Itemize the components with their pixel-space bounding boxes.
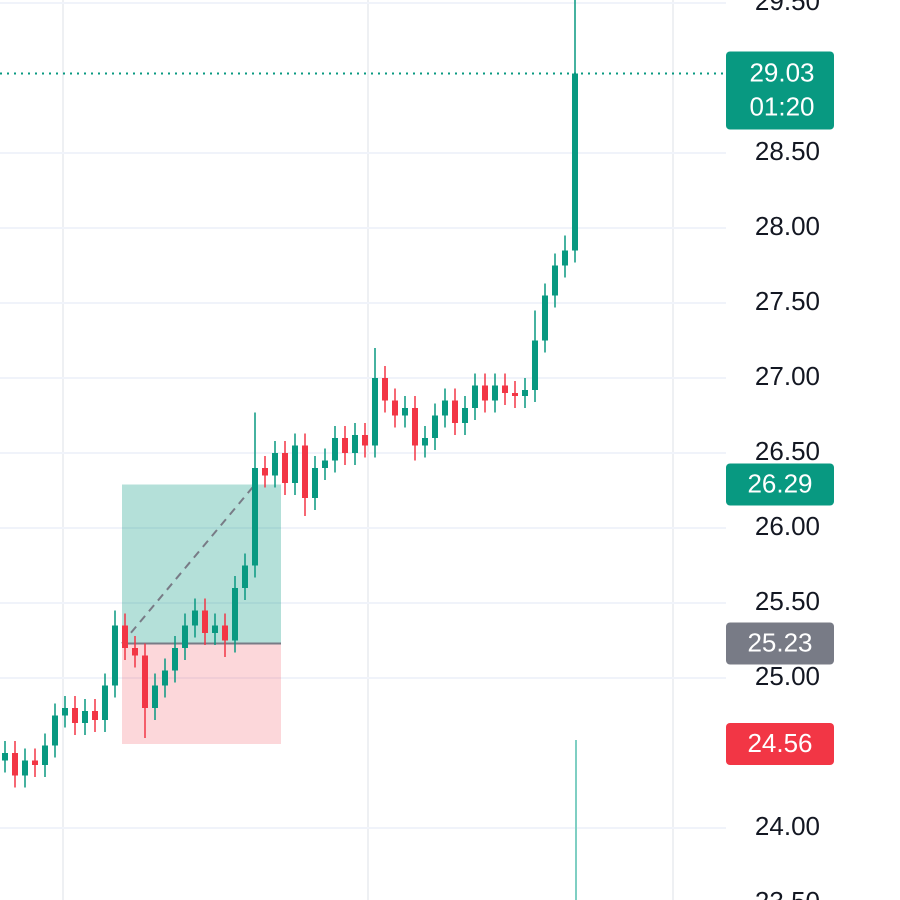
candle-body <box>2 753 8 761</box>
price-labels: 29.03 01:20 26.29 25.23 24.56 <box>726 51 834 765</box>
candle-body <box>222 625 228 641</box>
candle-body <box>552 265 558 296</box>
y-tick-label: 24.00 <box>755 811 820 841</box>
candle-body <box>252 468 258 566</box>
y-tick-label: 28.00 <box>755 211 820 241</box>
last-price-box <box>726 51 834 130</box>
countdown-label: 01:20 <box>749 91 814 121</box>
candle-body <box>382 378 388 401</box>
candle-body <box>62 708 68 716</box>
target-box <box>726 463 834 506</box>
candle-body <box>142 655 148 708</box>
candle-body <box>132 648 138 656</box>
candle-body <box>502 385 508 393</box>
entry-box <box>726 622 834 665</box>
y-tick-label: 25.00 <box>755 661 820 691</box>
candle-body <box>272 453 278 476</box>
candle-body <box>572 73 578 251</box>
candle-body <box>102 685 108 720</box>
candle-body <box>22 760 28 776</box>
stop-label: 24.56 <box>747 728 812 758</box>
candle-body <box>192 610 198 626</box>
candle-body <box>402 408 408 416</box>
candle-body <box>302 445 308 498</box>
candle-body <box>352 435 358 453</box>
candle-body <box>92 711 98 720</box>
candle-body <box>542 295 548 341</box>
candle-body <box>412 408 418 446</box>
candle-body <box>522 390 528 396</box>
candle-body <box>472 385 478 408</box>
candle-body <box>72 708 78 723</box>
candle-body <box>452 400 458 423</box>
candle-body <box>322 460 328 468</box>
candle-body <box>262 468 268 476</box>
candle-body <box>492 385 498 401</box>
candle-body <box>242 565 248 588</box>
candle-body <box>442 400 448 416</box>
stop-box <box>726 723 834 765</box>
target-label: 26.29 <box>747 468 812 498</box>
candle-body <box>282 453 288 483</box>
candle-body <box>362 435 368 446</box>
candle-body <box>392 400 398 416</box>
candle-body <box>202 610 208 633</box>
entry-label: 25.23 <box>747 627 812 657</box>
y-tick-label: 23.50 <box>755 886 820 900</box>
candle-body <box>112 625 118 686</box>
candle-body <box>422 438 428 446</box>
y-tick-label: 28.50 <box>755 136 820 166</box>
candles <box>0 0 726 788</box>
y-tick-label: 26.50 <box>755 436 820 466</box>
candle-body <box>432 415 438 438</box>
candle-body <box>172 648 178 671</box>
y-tick-label: 25.50 <box>755 586 820 616</box>
candle-body <box>232 588 238 641</box>
y-tick-label: 27.00 <box>755 361 820 391</box>
candle-body <box>12 753 18 776</box>
last-price-label: 29.03 <box>749 57 814 87</box>
candle-body <box>532 340 538 390</box>
grid <box>0 0 726 900</box>
candle-body <box>512 393 518 396</box>
candle-body <box>212 625 218 633</box>
candle-body <box>462 408 468 423</box>
price-axis: 29.50 28.50 28.00 27.50 27.00 26.50 26.00 25.50… <box>755 0 820 900</box>
candle-body <box>182 625 188 648</box>
candle-body <box>372 378 378 446</box>
candle-body <box>162 670 168 686</box>
candle-body <box>312 468 318 498</box>
candle-body <box>32 760 38 765</box>
candle-body <box>332 438 338 461</box>
candle-body <box>52 715 58 746</box>
loss-zone <box>122 643 281 744</box>
candle-body <box>152 685 158 708</box>
candle-body <box>292 445 298 483</box>
candle-body <box>42 745 48 765</box>
candle-body <box>482 385 488 401</box>
candle-body <box>342 438 348 453</box>
trade-path <box>121 483 256 645</box>
y-tick-label: 27.50 <box>755 286 820 316</box>
y-tick-label: 26.00 <box>755 511 820 541</box>
candle-body <box>562 250 568 266</box>
candle-body <box>122 625 128 648</box>
y-tick-label: 29.50 <box>755 0 820 16</box>
candle-body <box>82 711 88 723</box>
